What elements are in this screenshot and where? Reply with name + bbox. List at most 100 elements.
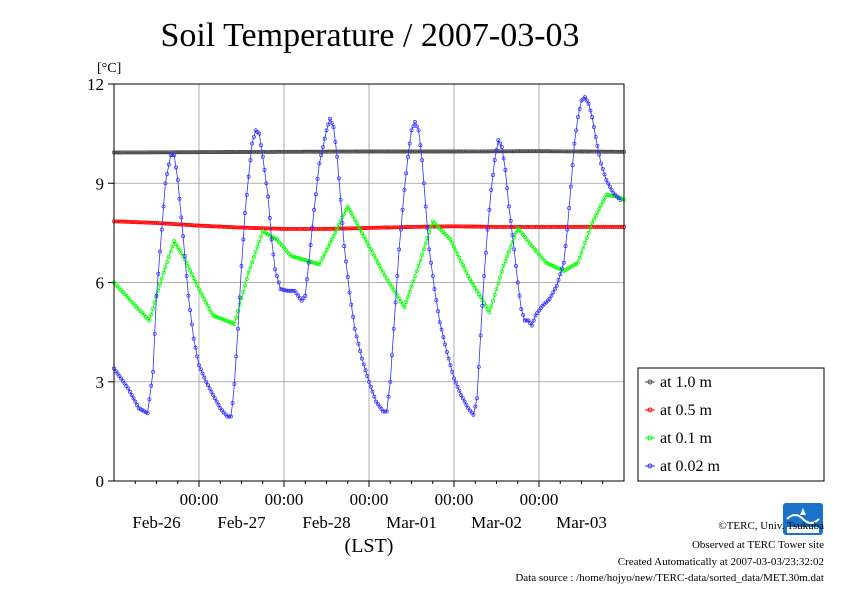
data-point	[400, 302, 405, 307]
data-point	[547, 149, 552, 154]
data-point	[420, 149, 425, 154]
date-label: Mar-02	[471, 513, 522, 532]
data-point	[151, 306, 155, 311]
series-4	[112, 95, 623, 419]
data-point	[584, 224, 589, 229]
data-point	[303, 293, 308, 298]
data-point	[599, 161, 603, 166]
data-point	[225, 150, 230, 154]
data-point	[522, 149, 527, 154]
data-point	[310, 260, 315, 265]
data-point	[382, 409, 387, 414]
data-point	[607, 193, 612, 198]
data-point	[402, 305, 407, 310]
data-point	[179, 251, 184, 256]
data-point	[200, 293, 205, 298]
data-point	[607, 149, 612, 154]
data-point	[290, 254, 295, 259]
data-point	[197, 363, 201, 368]
data-point	[145, 220, 150, 225]
data-point	[147, 220, 152, 225]
data-point	[570, 224, 575, 229]
data-point	[485, 307, 490, 312]
data-point	[342, 244, 347, 249]
data-point	[560, 224, 564, 229]
data-point	[547, 297, 552, 301]
data-point	[239, 264, 244, 268]
y-tick-label: 3	[96, 373, 105, 392]
data-point	[372, 394, 377, 399]
data-point	[329, 226, 334, 231]
data-point	[198, 290, 203, 295]
data-point	[299, 298, 304, 303]
data-point	[243, 150, 247, 154]
data-point	[413, 224, 417, 229]
series-2	[112, 219, 626, 231]
data-point	[498, 224, 502, 229]
data-point	[122, 381, 127, 386]
data-point	[613, 224, 618, 229]
data-point	[503, 259, 508, 264]
data-point	[374, 399, 379, 404]
data-point	[505, 186, 510, 191]
data-point	[453, 248, 458, 253]
y-axis-label: [°C]	[97, 61, 121, 76]
data-point	[292, 288, 297, 293]
data-point	[365, 226, 370, 230]
data-point	[531, 318, 536, 323]
data-point	[177, 150, 182, 155]
data-point	[413, 149, 417, 154]
data-point	[124, 383, 129, 388]
data-point	[522, 224, 527, 229]
data-point	[505, 254, 510, 259]
data-point	[292, 149, 297, 154]
data-point	[251, 255, 256, 260]
data-point	[333, 230, 338, 235]
data-point	[344, 259, 348, 264]
data-point	[423, 204, 428, 209]
data-point	[297, 149, 302, 154]
data-point	[280, 226, 285, 231]
data-point	[561, 260, 566, 265]
data-point	[257, 226, 262, 231]
data-point	[398, 299, 403, 304]
data-point	[358, 349, 363, 354]
data-point	[398, 227, 403, 232]
data-point	[305, 277, 309, 282]
data-point	[510, 240, 515, 245]
data-point	[273, 226, 278, 231]
data-point	[572, 141, 577, 146]
data-point	[177, 248, 182, 253]
data-point	[250, 149, 255, 154]
data-point	[340, 220, 345, 225]
data-point	[329, 120, 334, 125]
data-point	[147, 397, 152, 402]
data-point	[328, 149, 332, 154]
data-point	[193, 279, 198, 284]
legend-label: at 0.5 m	[660, 402, 713, 419]
data-point	[156, 271, 161, 276]
data-point	[583, 149, 587, 154]
data-point	[321, 144, 325, 149]
data-point	[475, 224, 479, 229]
data-point	[267, 149, 272, 154]
legend-box	[637, 367, 825, 482]
data-point	[572, 224, 577, 229]
data-point	[462, 266, 467, 271]
data-point	[259, 143, 263, 148]
data-point	[448, 237, 453, 242]
data-point	[455, 384, 460, 389]
data-point	[576, 260, 580, 265]
data-point	[297, 296, 302, 301]
data-point	[517, 149, 522, 154]
data-point	[450, 369, 455, 374]
data-point	[243, 211, 247, 215]
data-point	[266, 194, 271, 199]
data-point	[491, 298, 495, 303]
data-point	[351, 314, 356, 319]
data-point	[506, 204, 511, 209]
data-point	[189, 223, 194, 228]
data-point	[285, 226, 290, 231]
data-point	[119, 376, 124, 381]
data-point	[457, 149, 462, 154]
